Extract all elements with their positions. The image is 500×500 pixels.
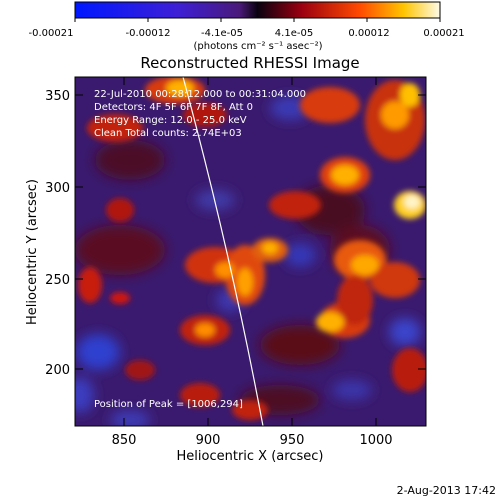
x-tick-label: 950 [280, 433, 305, 448]
y-tick-label: 300 [45, 181, 70, 196]
observation-info: 22-Jul-2010 00:28:12.000 to 00:31:04.000… [94, 89, 306, 139]
colorbar-gradient [74, 1, 441, 19]
x-tick-label: 900 [196, 433, 221, 448]
image-panel: 22-Jul-2010 00:28:12.000 to 00:31:04.000… [75, 77, 426, 426]
y-tick-label: 350 [45, 89, 70, 104]
colorbar-tick-label: -0.00021 [29, 28, 74, 39]
y-axis-title: Heliocentric Y (arcsec) [25, 179, 40, 325]
peak-position-label: Position of Peak = [1006,294] [94, 399, 243, 410]
axis-ticks [75, 77, 426, 426]
colorbar-units-label: (photons cm⁻² s⁻¹ asec⁻²) [193, 41, 322, 52]
info-line-energy-range: Energy Range: 12.0 - 25.0 keV [94, 115, 247, 126]
y-tick-label: 250 [45, 273, 70, 288]
info-line-detectors: Detectors: 4F 5F 6F 7F 8F, Att 0 [94, 102, 253, 113]
solar-limb-curve [182, 77, 264, 426]
x-tick-label: 1000 [359, 433, 392, 448]
x-axis-title: Heliocentric X (arcsec) [177, 449, 324, 464]
y-tick-label: 200 [45, 363, 70, 378]
info-line-time-range: 22-Jul-2010 00:28:12.000 to 00:31:04.000 [94, 89, 306, 100]
plot-frame [74, 76, 427, 427]
colorbar-tick-label: -0.00012 [126, 28, 171, 39]
colorbar-tick-label: -4.1e-05 [201, 28, 243, 39]
colorbar-tick-label: 4.1e-05 [275, 28, 313, 39]
colorbar-tick-label: 0.00012 [348, 28, 389, 39]
info-line-counts: Clean Total counts: 2.74E+03 [94, 128, 242, 139]
colorbar: -0.00021 -0.00012 -4.1e-05 4.1e-05 0.000… [29, 1, 465, 52]
colorbar-tick-label: 0.00021 [423, 28, 464, 39]
plot-title: Reconstructed RHESSI Image [140, 54, 359, 72]
x-tick-label: 850 [112, 433, 137, 448]
generation-timestamp: 2-Aug-2013 17:42 [397, 484, 496, 497]
